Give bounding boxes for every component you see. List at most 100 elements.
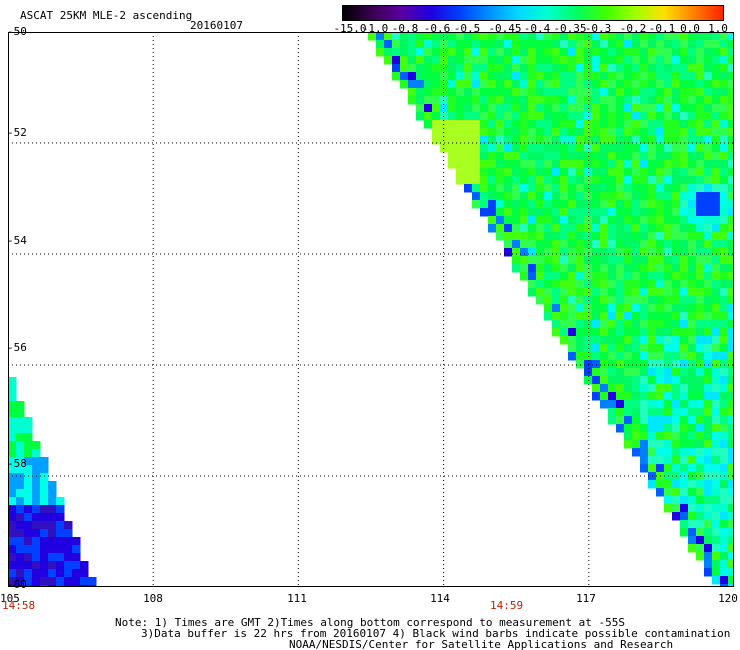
swath-cell — [16, 465, 25, 474]
swath-cell — [16, 409, 25, 418]
swath-cell — [8, 545, 17, 554]
swath-cell — [712, 520, 721, 529]
swath-cell — [664, 64, 673, 73]
swath-cell — [480, 208, 489, 217]
swath-cell — [488, 224, 497, 233]
colorbar-label: -0.2 — [619, 22, 647, 35]
swath-cell — [584, 80, 593, 89]
swath-cell — [568, 128, 577, 137]
swath-cell — [600, 208, 609, 217]
swath-cell — [528, 192, 537, 201]
swath-cell — [664, 200, 673, 209]
swath-cell — [680, 512, 689, 521]
swath-cell — [520, 160, 529, 169]
swath-cell — [504, 208, 513, 217]
swath-cell — [680, 240, 689, 249]
swath-cell — [544, 240, 553, 249]
swath-cell — [488, 72, 497, 81]
swath-cell — [640, 184, 649, 193]
swath-cell — [592, 56, 601, 65]
swath-cell — [648, 256, 657, 265]
swath-cell — [648, 208, 657, 217]
swath-cell — [712, 416, 721, 425]
swath-cell — [48, 561, 57, 570]
swath-cell — [664, 288, 673, 297]
swath-cell — [656, 384, 665, 393]
swath-cell — [696, 520, 705, 529]
swath-cell — [696, 312, 705, 321]
swath-cell — [616, 48, 625, 57]
swath-cell — [600, 320, 609, 329]
swath-cell — [688, 128, 697, 137]
swath-cell — [680, 128, 689, 137]
swath-cell — [632, 296, 641, 305]
swath-cell — [552, 80, 561, 89]
swath-cell — [576, 288, 585, 297]
swath-cell — [24, 537, 33, 546]
swath-cell — [608, 224, 617, 233]
swath-cell — [560, 264, 569, 273]
swath-cell — [512, 168, 521, 177]
swath-cell — [688, 264, 697, 273]
swath-cell — [608, 120, 617, 129]
swath-cell — [392, 64, 401, 73]
swath-cell — [520, 48, 529, 57]
swath-cell — [520, 232, 529, 241]
swath-cell — [664, 32, 673, 41]
swath-cell — [512, 232, 521, 241]
swath-cell — [416, 80, 425, 89]
swath-cell — [48, 545, 57, 554]
swath-cell — [568, 304, 577, 313]
swath-cell — [424, 72, 433, 81]
swath-cell — [640, 224, 649, 233]
swath-cell — [712, 384, 721, 393]
swath-cell — [520, 192, 529, 201]
swath-cell — [536, 264, 545, 273]
swath-cell — [544, 120, 553, 129]
swath-cell — [664, 56, 673, 65]
swath-cell — [712, 208, 721, 217]
swath-cell — [40, 457, 49, 466]
swath-cell — [8, 497, 17, 506]
swath-cell — [608, 32, 617, 41]
swath-cell — [544, 248, 553, 257]
swath-cell — [568, 264, 577, 273]
swath-cell — [728, 368, 734, 377]
swath-cell — [728, 224, 734, 233]
swath-cell — [648, 56, 657, 65]
swath-cell — [600, 280, 609, 289]
lon-label: 108 — [143, 592, 163, 605]
swath-cell — [576, 304, 585, 313]
swath-cell — [584, 264, 593, 273]
swath-cell — [680, 160, 689, 169]
swath-cell — [664, 184, 673, 193]
swath-cell — [696, 456, 705, 465]
swath-cell — [480, 96, 489, 105]
swath-cell — [632, 400, 641, 409]
swath-cell — [584, 160, 593, 169]
swath-cell — [688, 184, 697, 193]
swath-cell — [32, 553, 41, 562]
swath-cell — [680, 288, 689, 297]
swath-cell — [400, 80, 409, 89]
swath-cell — [592, 392, 601, 401]
swath-cell — [648, 200, 657, 209]
swath-cell — [592, 248, 601, 257]
swath-cell — [24, 497, 33, 506]
swath-cell — [552, 312, 561, 321]
swath-cell — [16, 457, 25, 466]
swath-cell — [696, 528, 705, 537]
swath-cell — [600, 248, 609, 257]
swath-cell — [456, 168, 465, 177]
swath-cell — [616, 344, 625, 353]
swath-cell — [536, 208, 545, 217]
swath-cell — [680, 464, 689, 473]
swath-cell — [632, 344, 641, 353]
swath-cell — [536, 120, 545, 129]
swath-cell — [672, 400, 681, 409]
swath-cell — [616, 256, 625, 265]
swath-cell — [72, 561, 81, 570]
swath-cell — [8, 393, 17, 402]
swath-cell — [728, 528, 734, 537]
swath-cell — [664, 456, 673, 465]
